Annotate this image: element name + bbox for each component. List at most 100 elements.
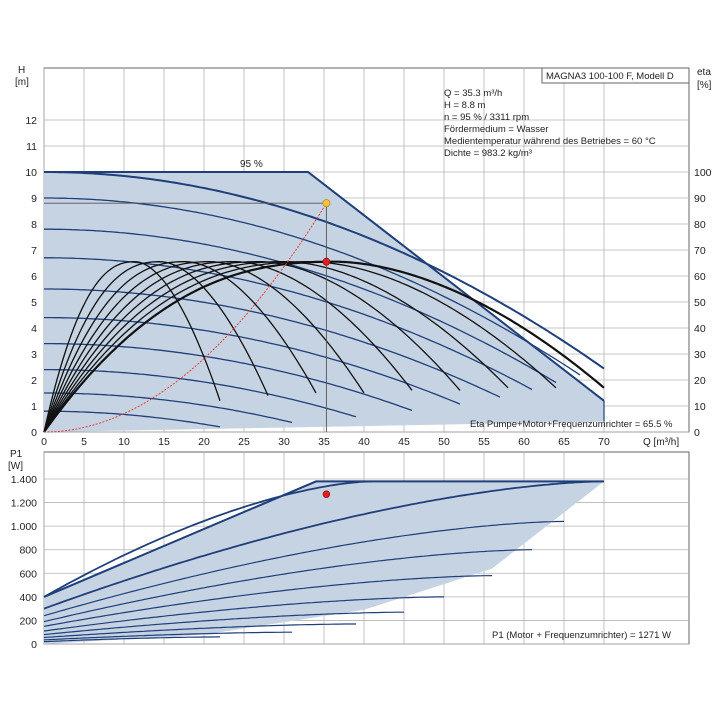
power-curve <box>43 549 532 623</box>
head-axis-unit: [m] <box>15 77 29 88</box>
power-tick-label: 1.000 <box>11 521 37 533</box>
power-label: P1 (Motor + Frequenzumrichter) = 1271 W <box>492 630 671 641</box>
efficiency-curve <box>43 261 269 433</box>
y-tick-label: 5 <box>31 297 37 309</box>
power-tick-label: 200 <box>19 615 37 627</box>
info-speed: n = 95 % / 3311 rpm <box>444 112 529 123</box>
head-envelope <box>44 171 605 432</box>
x-tick-label: 45 <box>398 436 410 448</box>
model-name: MAGNA3 100-100 F, Modell D <box>546 71 674 82</box>
y2-tick-label: 100 <box>694 167 712 179</box>
y-tick-label: 11 <box>26 141 37 153</box>
y-tick-label: 2 <box>31 375 37 387</box>
efficiency-curve <box>43 261 461 433</box>
y2-tick-label: 50 <box>694 297 706 309</box>
x-tick-label: 15 <box>158 436 170 448</box>
y-tick-label: 3 <box>31 349 37 361</box>
power-axis-unit: [W] <box>8 461 23 472</box>
head-axis-ticks: 0 5 10 15 20 25 30 35 40 45 50 55 60 65 70012345678910… <box>25 115 711 448</box>
x-tick-label: 0 <box>41 436 47 448</box>
eta-axis-label: eta <box>697 67 711 78</box>
efficiency-curve <box>43 261 365 433</box>
system-curve <box>44 206 325 433</box>
efficiency-curve <box>43 261 509 433</box>
efficiency-label: Eta Pumpe+Motor+Frequenzumrichter = 65.5… <box>470 419 673 430</box>
power-curve <box>43 623 356 639</box>
x-tick-label: 5 <box>81 436 87 448</box>
y-tick-label: 4 <box>31 323 37 335</box>
operating-point <box>322 199 331 208</box>
head-axis-label: H <box>18 65 25 76</box>
power-curve <box>43 575 493 627</box>
head-envelope-area <box>44 172 604 432</box>
eta-axis-unit: [%] <box>697 80 712 91</box>
y-tick-label: 12 <box>25 115 37 127</box>
power-boundary <box>43 480 604 598</box>
flow-axis-label: Q [m³/h] <box>643 437 679 448</box>
qh-curve <box>44 171 605 370</box>
y2-tick-label: 10 <box>694 401 706 413</box>
y2-tick-label: 0 <box>694 427 700 439</box>
x-tick-label: 60 <box>518 436 530 448</box>
info-medium: Fördermedium = Wasser <box>444 124 548 135</box>
info-density: Dichte = 983.2 kg/m³ <box>444 148 532 159</box>
info-head: H = 8.8 m <box>444 100 486 111</box>
power-curve <box>43 596 444 632</box>
x-tick-label: 50 <box>438 436 450 448</box>
y-tick-label: 8 <box>31 219 37 231</box>
power-axis-ticks: 0 200 400 600 800 1.000 1.200 1.400 <box>11 474 37 651</box>
y-tick-label: 7 <box>31 245 37 257</box>
qh-curve <box>44 228 557 384</box>
power-curve <box>43 636 220 643</box>
y-tick-label: 9 <box>31 193 37 205</box>
x-tick-label: 20 <box>198 436 210 448</box>
info-flow: Q = 35.3 m³/h <box>444 88 502 99</box>
max-speed-boundary <box>44 171 605 402</box>
qh-curve <box>44 410 221 428</box>
qh-curve <box>44 257 533 391</box>
x-tick-label: 10 <box>118 436 130 448</box>
efficiency-curve <box>43 261 557 433</box>
model-box <box>541 67 690 84</box>
y-tick-label: 1 <box>31 401 37 413</box>
y-tick-label: 10 <box>25 167 37 179</box>
x-tick-label: 25 <box>238 436 250 448</box>
x-tick-label: 30 <box>278 436 290 448</box>
power-curve <box>43 631 292 641</box>
y-tick-label: 6 <box>31 271 37 283</box>
power-operating-point <box>322 490 331 498</box>
power-tick-label: 400 <box>19 592 37 604</box>
x-tick-label: 65 <box>558 436 570 448</box>
x-tick-label: 55 <box>478 436 490 448</box>
y-tick-label: 0 <box>31 427 37 439</box>
power-axis-label: P1 <box>10 449 23 460</box>
power-curve <box>43 611 404 636</box>
y2-tick-label: 90 <box>694 193 706 205</box>
y2-tick-label: 20 <box>694 375 706 387</box>
system-curve-group <box>44 199 331 433</box>
y2-tick-label: 80 <box>694 219 706 231</box>
x-tick-label: 40 <box>358 436 370 448</box>
efficiency-curve <box>43 261 413 433</box>
power-tick-label: 800 <box>19 545 37 557</box>
y2-tick-label: 40 <box>694 323 706 335</box>
efficiency-point <box>322 257 331 266</box>
y2-tick-label: 30 <box>694 349 706 361</box>
speed-label: 95 % <box>240 159 263 170</box>
y2-tick-label: 60 <box>694 271 706 283</box>
power-point-group <box>322 490 331 498</box>
x-tick-label: 35 <box>318 436 330 448</box>
x-tick-label: 70 <box>598 436 610 448</box>
y2-tick-label: 70 <box>694 245 706 257</box>
efficiency-curve <box>43 261 221 433</box>
power-curve <box>43 480 373 598</box>
power-curves <box>43 480 604 643</box>
power-curve <box>43 480 604 610</box>
power-tick-label: 1.200 <box>11 498 37 510</box>
power-tick-label: 1.400 <box>11 474 37 486</box>
qh-curve <box>44 288 501 398</box>
info-temperature: Medientemperatur während des Betriebes =… <box>444 136 656 147</box>
qh-curve <box>44 392 293 424</box>
power-curve <box>43 520 565 617</box>
